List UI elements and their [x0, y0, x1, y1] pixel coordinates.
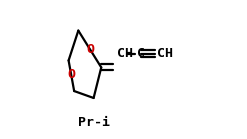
Text: CH: CH: [117, 47, 133, 60]
Text: C: C: [137, 47, 145, 60]
Text: O: O: [67, 68, 75, 81]
Text: CH: CH: [157, 47, 173, 60]
Text: O: O: [86, 43, 94, 56]
Text: Pr-i: Pr-i: [78, 116, 110, 129]
